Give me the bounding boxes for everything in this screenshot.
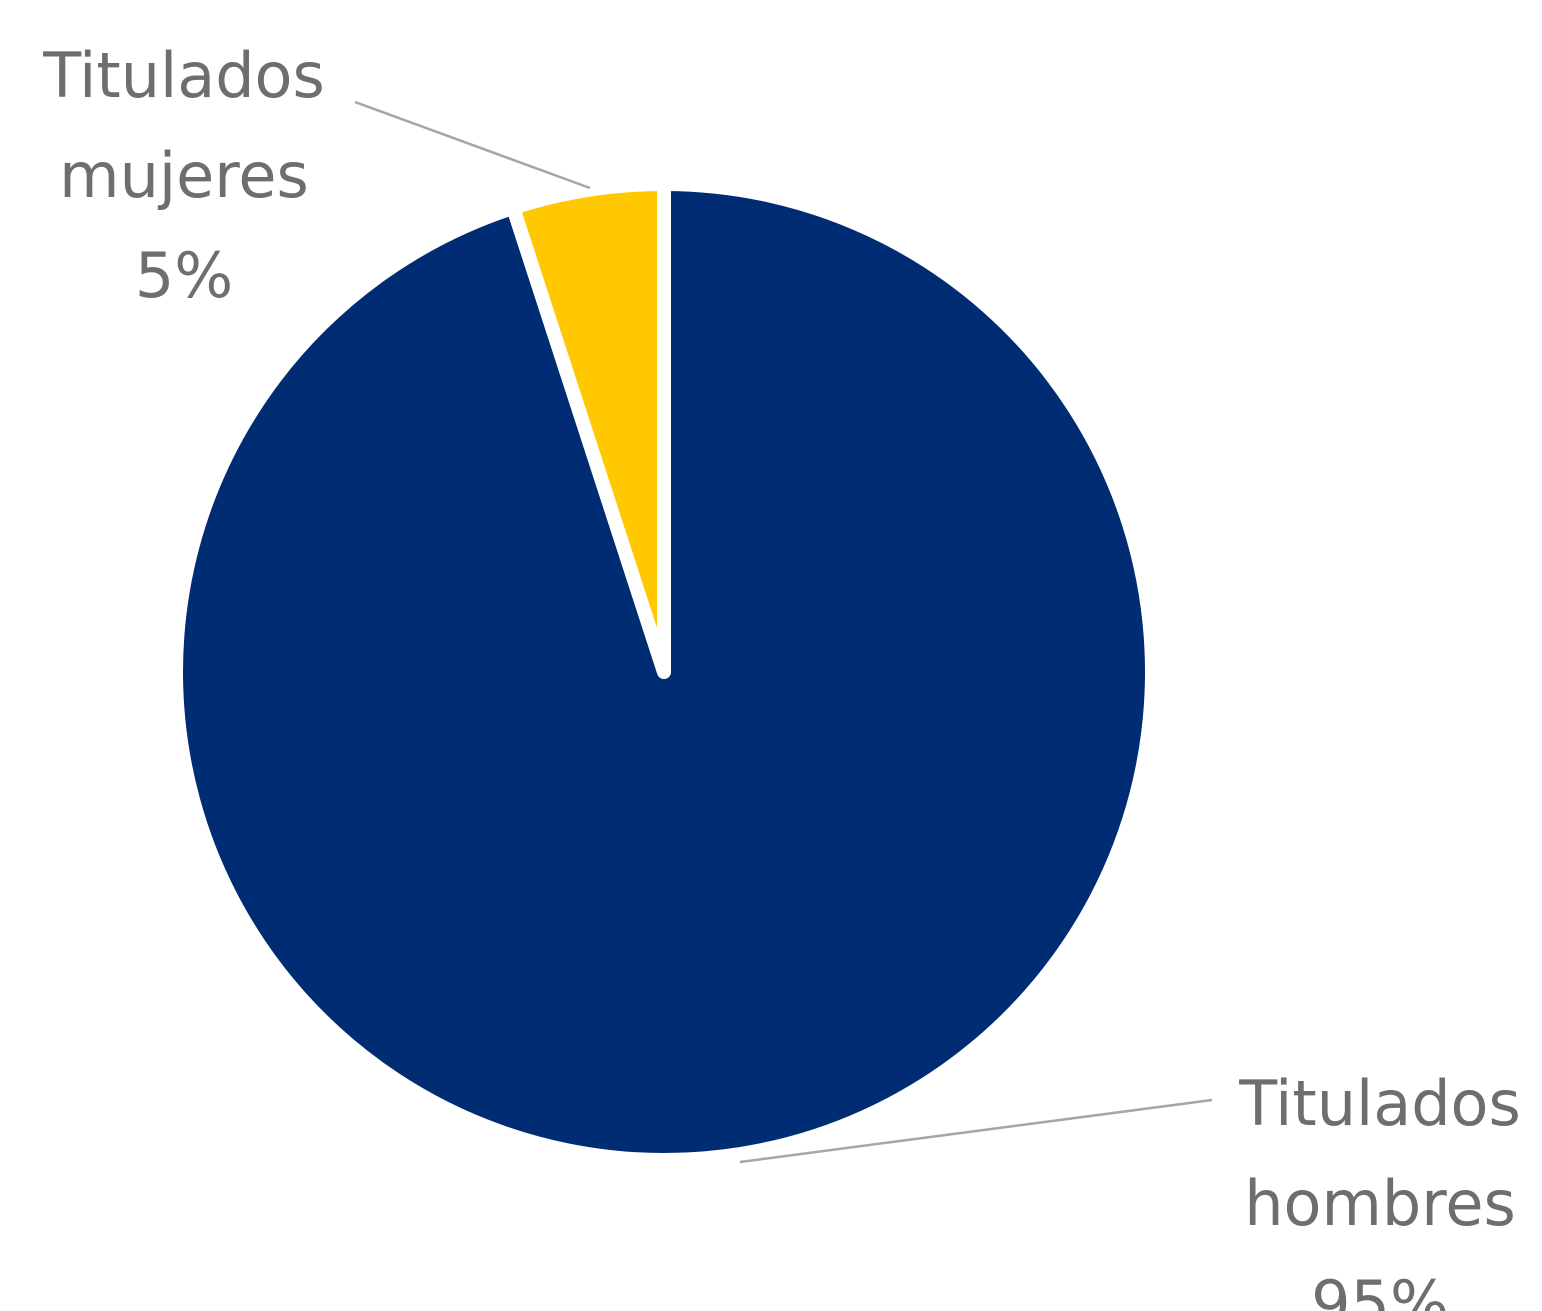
- leader-line-titulados-mujeres: [355, 102, 590, 188]
- data-label-value-titulados-mujeres: 5%: [135, 239, 233, 312]
- data-label-name-titulados-mujeres-line-2: mujeres: [59, 139, 309, 212]
- pie-slices: [176, 184, 1152, 1160]
- data-label-name-titulados-hombres-line-1: Titulados: [1238, 1067, 1521, 1140]
- data-label-value-titulados-hombres: 95%: [1311, 1267, 1449, 1311]
- data-label-name-titulados-hombres-line-2: hombres: [1244, 1167, 1516, 1240]
- data-label-name-titulados-mujeres-line-1: Titulados: [42, 39, 325, 112]
